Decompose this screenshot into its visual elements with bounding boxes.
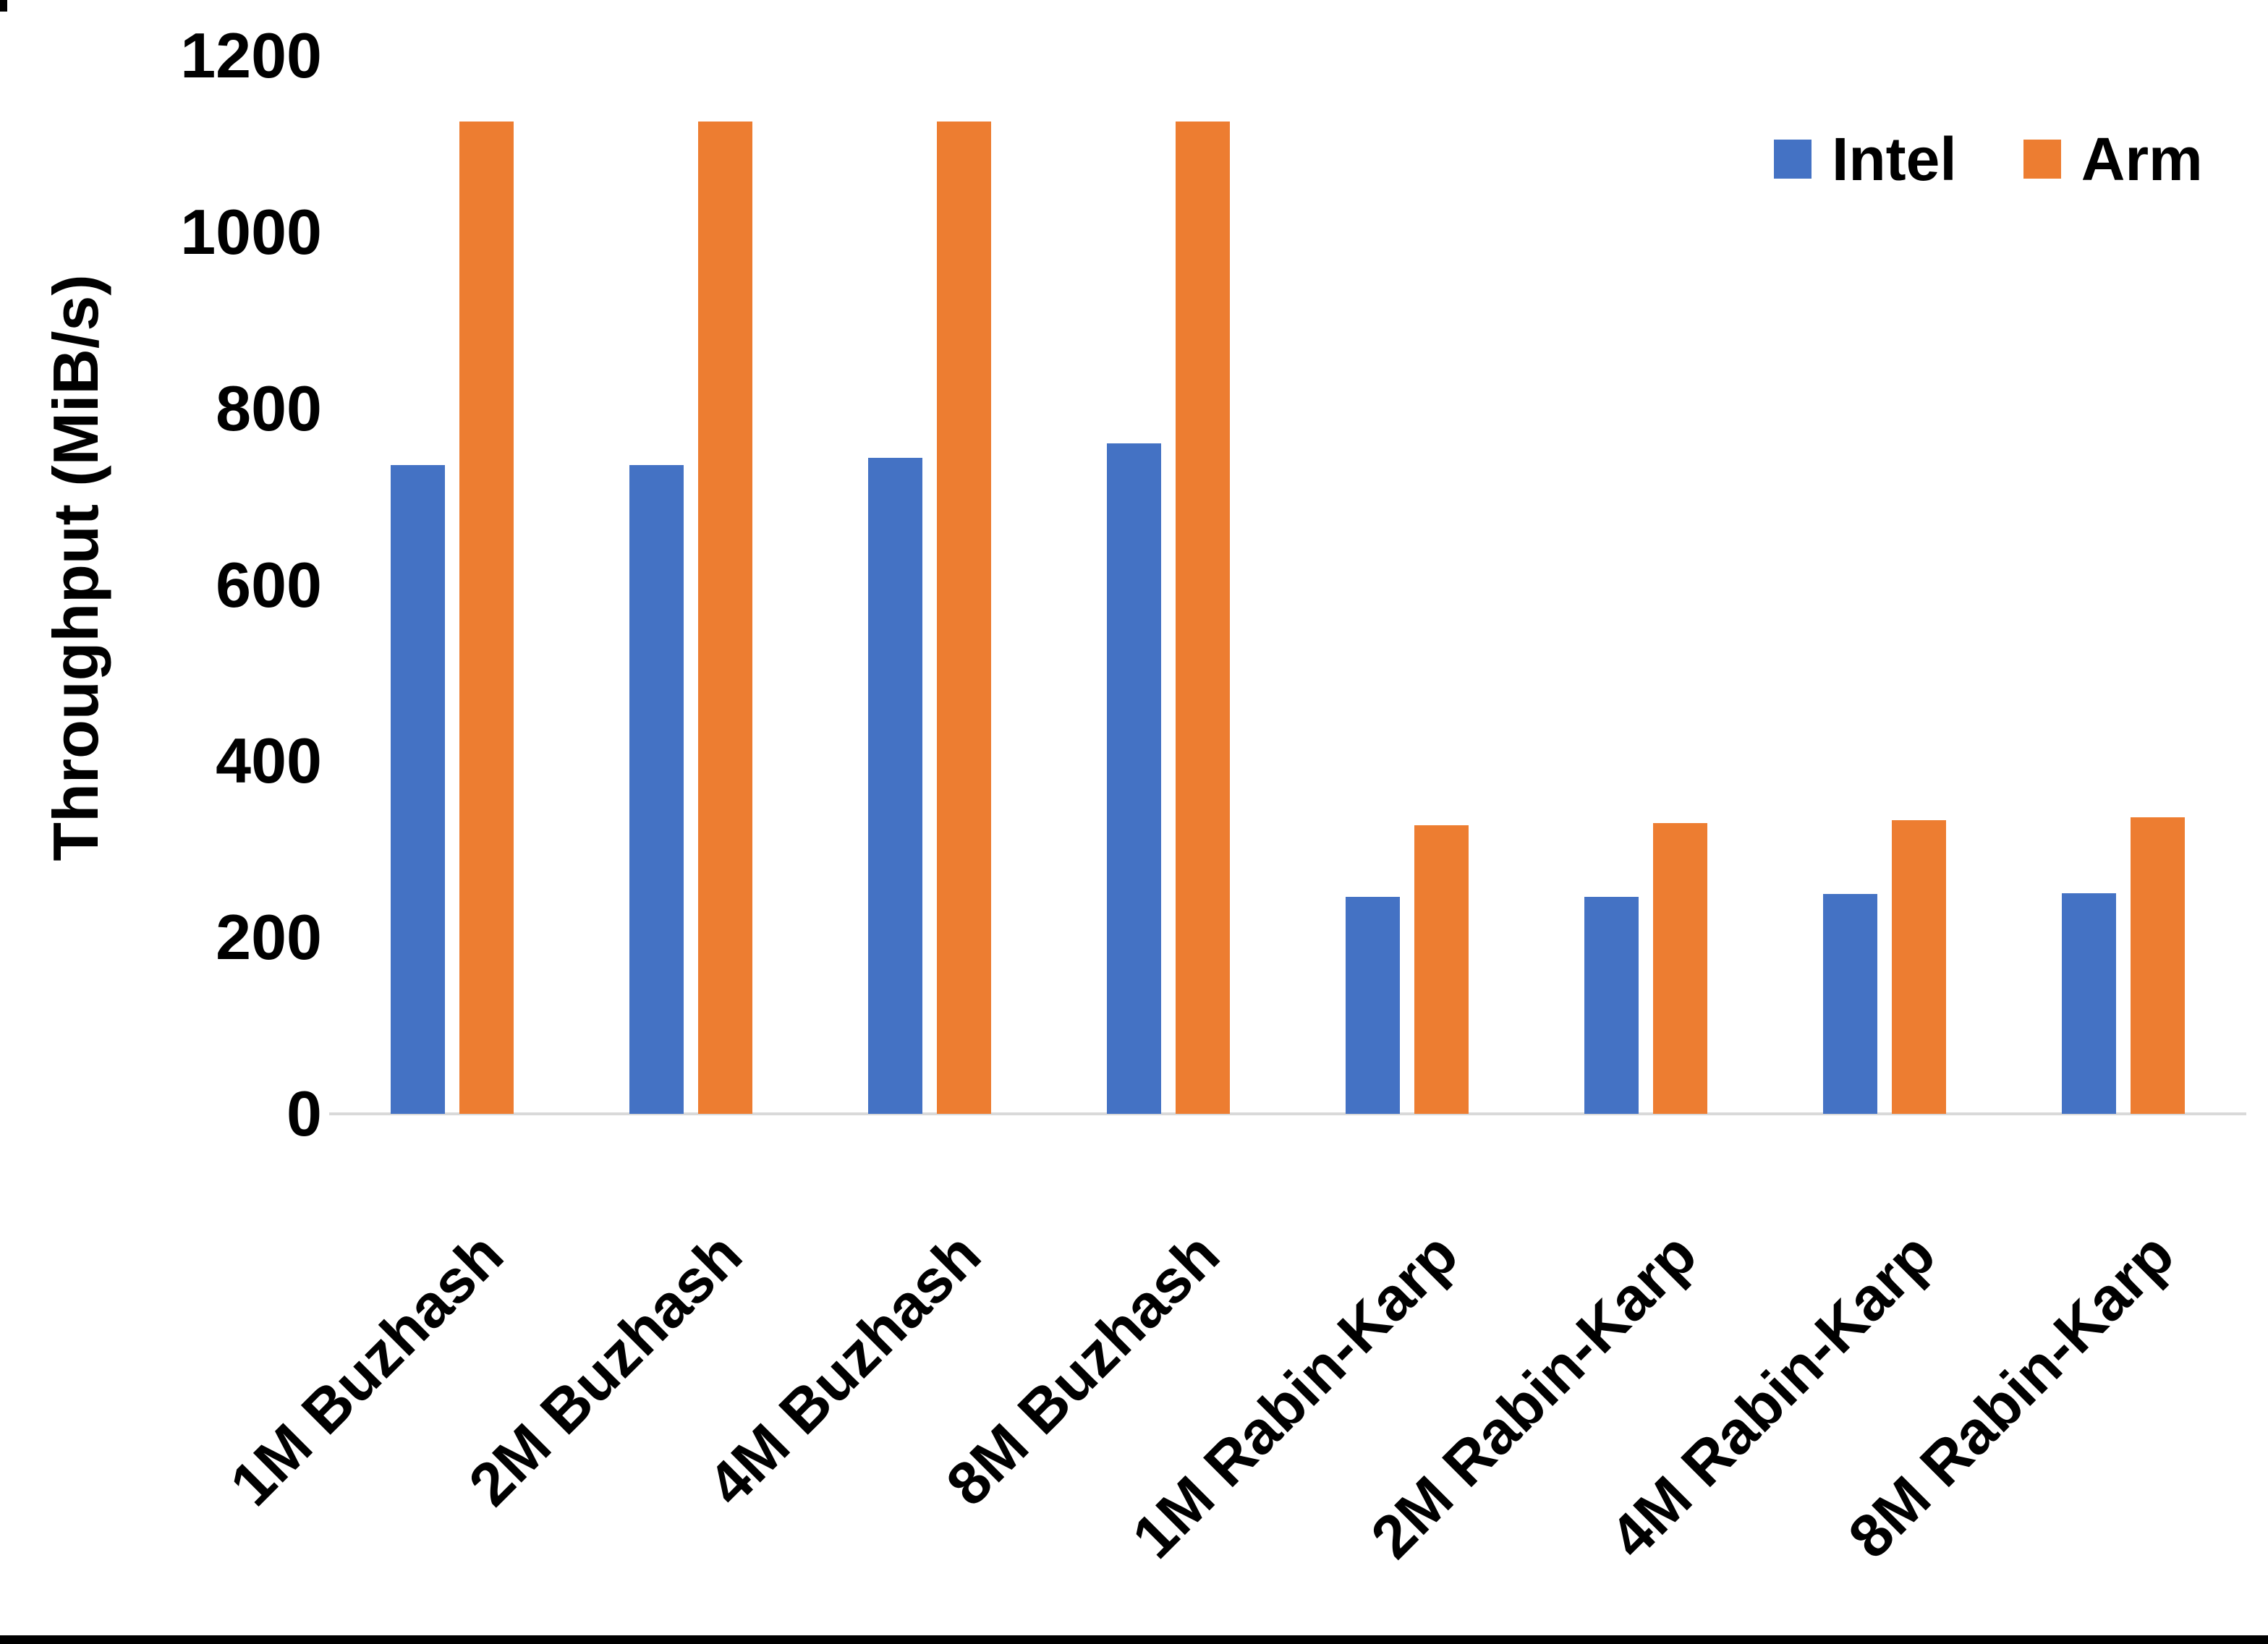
artifact-corner-mark [0,0,7,12]
y-tick-600: 600 [216,548,322,621]
y-tick-1200: 1200 [180,20,322,91]
bottom-border-bar [0,1635,2268,1644]
legend-label-arm: Arm [2081,125,2203,193]
bar-intel-1m-buzhash [391,464,445,1114]
legend-swatch-intel [1774,140,1812,179]
y-tick-1000: 1000 [180,195,322,268]
bar-intel-4m-rabin-karp [1823,894,1877,1114]
bar-intel-1m-rabin-karp [1346,897,1400,1114]
bar-intel-2m-buzhash [629,464,684,1114]
y-tick-0: 0 [286,1078,322,1149]
bar-arm-4m-rabin-karp [1892,820,1946,1114]
x-axis-line [329,1112,2246,1115]
bar-intel-8m-buzhash [1107,443,1161,1114]
bar-arm-4m-buzhash [937,122,991,1114]
legend-label-intel: Intel [1832,125,1957,193]
bar-arm-1m-rabin-karp [1414,825,1469,1114]
legend-swatch-arm [2023,140,2061,179]
bar-arm-2m-buzhash [698,122,752,1114]
bar-arm-2m-rabin-karp [1653,822,1707,1114]
legend: Intel Arm [1774,129,2203,189]
y-tick-800: 800 [216,372,322,444]
y-tick-200: 200 [216,901,322,974]
bar-arm-8m-rabin-karp [2131,817,2185,1114]
y-tick-400: 400 [216,725,322,797]
bar-intel-2m-rabin-karp [1584,897,1639,1114]
legend-item-intel: Intel [1774,129,1957,189]
legend-item-arm: Arm [2023,129,2203,189]
bar-arm-1m-buzhash [459,122,514,1114]
bar-intel-8m-rabin-karp [2062,893,2116,1114]
bar-arm-8m-buzhash [1176,122,1230,1114]
bar-intel-4m-buzhash [868,457,922,1114]
